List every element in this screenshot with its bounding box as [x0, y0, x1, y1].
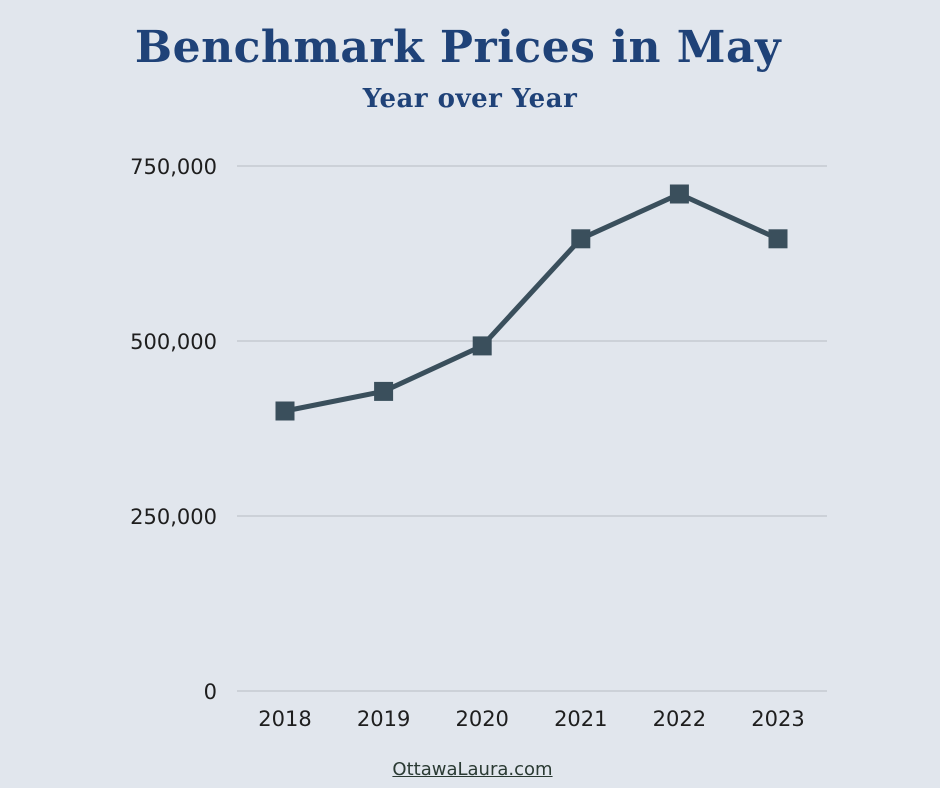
data-point-marker — [571, 229, 591, 249]
series-layer — [275, 184, 788, 421]
y-tick-label: 250,000 — [130, 505, 217, 529]
series-line — [282, 191, 781, 414]
data-point-marker — [472, 336, 492, 356]
data-point-marker — [374, 381, 394, 401]
x-tick-label: 2020 — [455, 707, 508, 731]
x-tick-label: 2021 — [554, 707, 607, 731]
site-link[interactable]: OttawaLaura.com — [392, 759, 553, 780]
data-point-marker — [669, 184, 689, 204]
chart-title: Benchmark Prices in May — [134, 22, 782, 73]
x-tick-label: 2023 — [751, 707, 804, 731]
data-point-marker — [768, 229, 788, 249]
y-axis-ticks: 0 250,000 500,000 750,000 — [130, 155, 217, 704]
grid-lines — [237, 165, 827, 692]
x-tick-label: 2022 — [653, 707, 706, 731]
x-tick-label: 2019 — [357, 707, 410, 731]
data-point-marker — [275, 401, 295, 421]
x-tick-label: 2018 — [258, 707, 311, 731]
chart-subtitle: Year over Year — [362, 84, 578, 114]
y-tick-label: 750,000 — [130, 155, 217, 179]
y-tick-label: 500,000 — [130, 330, 217, 354]
x-axis-ticks: 2018 2019 2020 2021 2022 2023 — [258, 707, 804, 731]
y-tick-label: 0 — [204, 680, 217, 704]
